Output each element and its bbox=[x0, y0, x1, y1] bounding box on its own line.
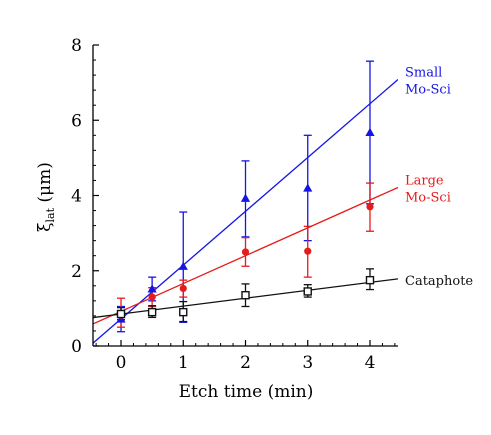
series-label-large-mo-sci-line-0: Large bbox=[405, 173, 444, 188]
y-tick-label-6: 6 bbox=[71, 111, 82, 131]
data-point-small-mo-sci-5 bbox=[365, 127, 375, 136]
x-tick-label-3: 3 bbox=[302, 353, 313, 373]
data-point-large-mo-sci-4 bbox=[304, 247, 312, 255]
ticks: 0 1 2 3 4 0 2 4 6 8 bbox=[71, 36, 396, 373]
y-axis-label: ξlat (μm) bbox=[35, 162, 57, 232]
data-point-large-mo-sci-1 bbox=[148, 293, 156, 301]
series-label-large-mo-sci-line-1: Mo-Sci bbox=[405, 190, 451, 205]
y-tick-label-0: 0 bbox=[71, 337, 82, 357]
data-point-small-mo-sci-1 bbox=[147, 284, 157, 293]
data-point-small-mo-sci-4 bbox=[303, 183, 313, 192]
y-tick-label-2: 2 bbox=[71, 262, 82, 282]
data-point-cataphote-1 bbox=[147, 307, 157, 317]
data-point-cataphote-2 bbox=[179, 307, 188, 317]
series-label-small-mo-sci-line-1: Mo-Sci bbox=[405, 82, 451, 97]
data-point-cataphote-0 bbox=[116, 309, 126, 319]
series-label-small-mo-sci-line-0: Small bbox=[405, 65, 442, 80]
data-point-cataphote-5 bbox=[365, 275, 375, 285]
data-point-small-mo-sci-2 bbox=[178, 261, 188, 270]
data-point-large-mo-sci-2 bbox=[179, 284, 187, 293]
x-tick-label-1: 1 bbox=[178, 353, 189, 373]
x-tick-label-2: 2 bbox=[240, 353, 251, 373]
series-label-cataphote-line-0: Cataphote bbox=[405, 274, 473, 289]
y-axis-label-unit: (μm) bbox=[35, 162, 55, 208]
y-axis-label-subscript: lat bbox=[44, 207, 57, 222]
y-tick-label-4: 4 bbox=[71, 187, 82, 207]
series-labels: Small Mo-Sci Large Mo-Sci Cataphote bbox=[405, 65, 473, 288]
data-point-small-mo-sci-3 bbox=[240, 193, 251, 202]
x-tick-label-4: 4 bbox=[365, 353, 376, 373]
data-markers bbox=[116, 127, 375, 323]
y-axis-label-symbol: ξ bbox=[35, 222, 55, 231]
data-point-large-mo-sci-5 bbox=[366, 203, 374, 211]
data-point-cataphote-3 bbox=[241, 291, 250, 300]
x-tick-label-0: 0 bbox=[116, 353, 127, 373]
data-point-large-mo-sci-3 bbox=[241, 248, 250, 256]
x-axis-label: Etch time (min) bbox=[179, 382, 314, 402]
data-point-cataphote-4 bbox=[303, 287, 312, 296]
y-tick-label-8: 8 bbox=[71, 36, 82, 56]
